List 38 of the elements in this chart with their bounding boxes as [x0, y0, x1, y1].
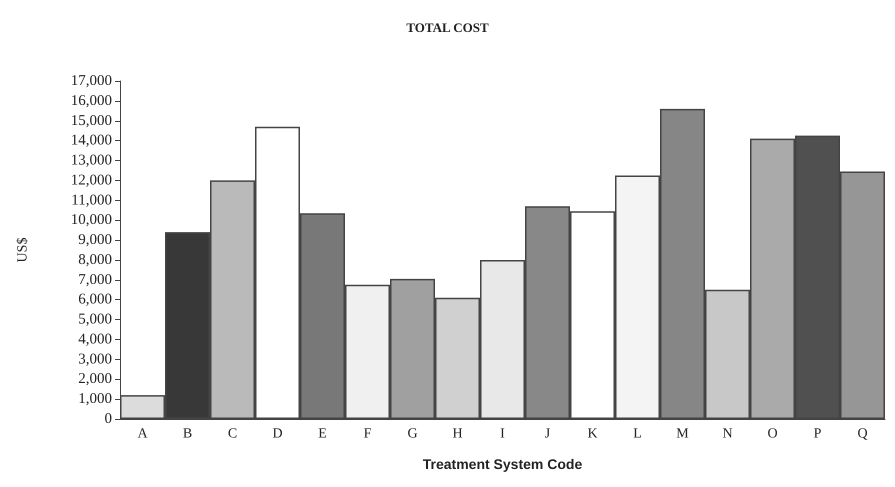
x-tick-label: I	[500, 426, 506, 442]
x-tick-label: B	[182, 426, 192, 442]
y-tick-label: 3,000	[78, 351, 112, 368]
x-tick-label: H	[452, 426, 463, 442]
y-tick-label: 5,000	[78, 312, 112, 328]
x-tick-label: M	[676, 426, 690, 442]
x-tick-label: O	[767, 426, 778, 442]
x-tick-label: C	[228, 426, 238, 442]
x-tick-label: F	[364, 426, 372, 442]
y-tick-label: 0	[104, 411, 112, 427]
y-tick-label: 8,000	[78, 252, 112, 268]
x-tick-label: E	[318, 426, 327, 442]
y-axis-title: US$	[16, 238, 30, 262]
y-tick-label: 9,000	[78, 232, 112, 248]
y-tick-label: 2,000	[78, 371, 112, 388]
chart-title: TOTAL COST	[406, 20, 489, 35]
y-tick-label: 12,000	[70, 172, 112, 188]
y-tick-label: 10,000	[70, 212, 112, 228]
x-tick-label: G	[407, 426, 418, 442]
y-tick-label: 17,000	[70, 73, 112, 89]
y-tick-label: 1,000	[78, 391, 112, 408]
x-tick-label: P	[814, 426, 822, 442]
x-tick-label: L	[633, 426, 642, 442]
y-tick-label: 4,000	[78, 331, 112, 348]
y-tick-label: 16,000	[70, 92, 112, 109]
x-axis-title: Treatment System Code	[422, 456, 582, 472]
x-tick-label: D	[272, 426, 283, 442]
x-tick-label: A	[137, 426, 148, 442]
x-tick-label: J	[544, 426, 551, 442]
y-tick-label: 13,000	[70, 152, 112, 169]
y-tick-label: 6,000	[78, 292, 112, 308]
y-tick-label: 11,000	[71, 192, 112, 208]
y-tick-label: 15,000	[70, 112, 112, 129]
x-tick-label: K	[587, 426, 598, 442]
y-tick-label: 7,000	[78, 272, 112, 288]
x-tick-label: Q	[857, 426, 868, 442]
y-tick-label: 14,000	[70, 132, 112, 149]
x-tick-label: N	[722, 426, 733, 442]
